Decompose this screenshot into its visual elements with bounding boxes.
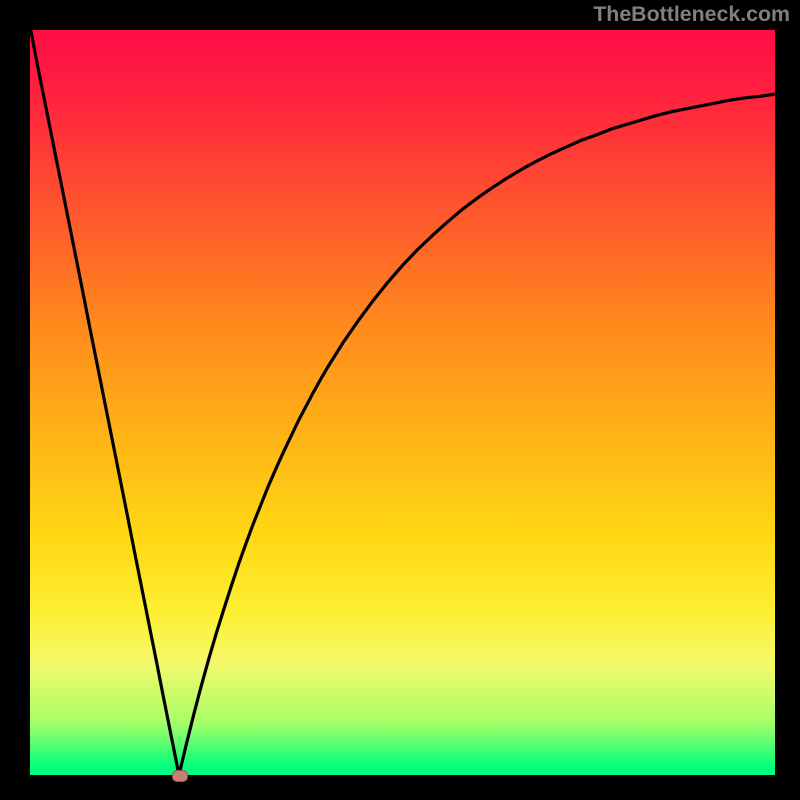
chart-frame: TheBottleneck.com xyxy=(0,0,800,800)
attribution-text: TheBottleneck.com xyxy=(593,2,790,27)
curve-path xyxy=(30,30,775,775)
optimum-marker xyxy=(172,770,188,782)
plot-area xyxy=(30,30,775,775)
bottleneck-curve xyxy=(30,30,775,775)
